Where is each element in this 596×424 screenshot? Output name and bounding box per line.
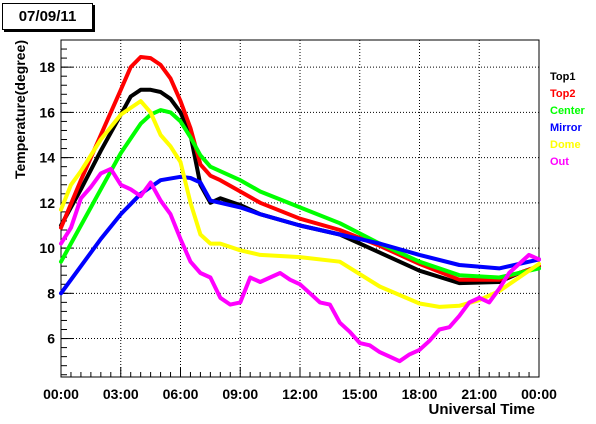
x-tick-label: 18:00 (402, 386, 438, 402)
legend-entry-top2: Top2 (550, 88, 575, 100)
y-tick-label: 16 (39, 104, 55, 120)
y-tick-label: 8 (47, 285, 55, 301)
series-line-out (59, 166, 541, 364)
y-axis-label: Temperature(degree) (12, 40, 28, 179)
series-line-mirror (59, 174, 541, 296)
tick-layer (60, 48, 540, 377)
legend: Top1 Top2 Center Mirror Dome Out (550, 71, 586, 168)
x-tick-label: 15:00 (342, 386, 378, 402)
legend-entry-center: Center (550, 105, 586, 117)
chart-title: 07/09/11 (2, 3, 93, 30)
legend-entry-dome: Dome (550, 139, 581, 151)
y-tick-label: 6 (47, 331, 55, 347)
x-tick-label: 09:00 (222, 386, 258, 402)
x-tick-label: 00:00 (43, 386, 79, 402)
legend-entry-mirror: Mirror (550, 122, 583, 134)
y-tick-labels: 6 8 10 12 14 16 18 (39, 59, 55, 346)
x-tick-label: 21:00 (461, 386, 497, 402)
y-tick-label: 12 (39, 195, 55, 211)
x-tick-label: 00:00 (521, 386, 557, 402)
x-tick-label: 06:00 (163, 386, 199, 402)
legend-entry-out: Out (550, 156, 569, 168)
series-line-dome (59, 99, 541, 309)
series-line-top2 (59, 55, 541, 282)
x-tick-label: 12:00 (282, 386, 318, 402)
y-tick-label: 14 (39, 150, 55, 166)
y-tick-label: 18 (39, 59, 55, 75)
x-axis-label: Universal Time (429, 401, 535, 418)
series-line-center (59, 108, 541, 280)
x-tick-labels: 00:00 03:00 06:00 09:00 12:00 15:00 18:00 21:00… (43, 386, 557, 402)
legend-entry-top1: Top1 (550, 71, 575, 83)
series-layer (59, 55, 541, 364)
y-tick-label: 10 (39, 240, 55, 256)
x-tick-label: 03:00 (103, 386, 139, 402)
